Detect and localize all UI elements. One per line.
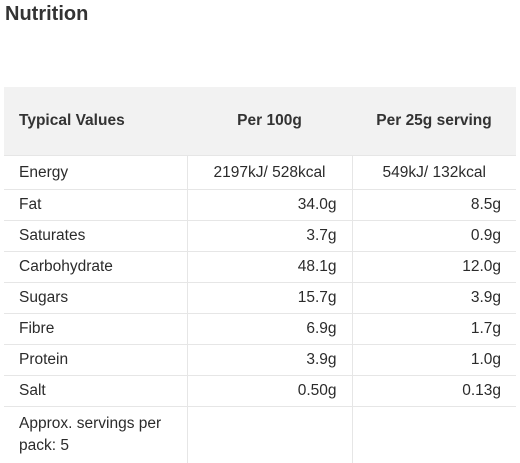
- per-serving-value: 549kJ/ 132kcal: [352, 156, 516, 190]
- per-serving-value: 0.13g: [352, 376, 516, 407]
- table-row: Carbohydrate 48.1g 12.0g: [4, 252, 516, 283]
- header-typical-values: Typical Values: [4, 87, 187, 156]
- header-per-serving: Per 25g serving: [352, 87, 516, 156]
- per-100g-value: 6.9g: [187, 314, 352, 345]
- table-row: Salt 0.50g 0.13g: [4, 376, 516, 407]
- per-100g-value: 3.9g: [187, 345, 352, 376]
- nutrition-table: Typical Values Per 100g Per 25g serving …: [4, 87, 516, 463]
- per-serving-value: 8.5g: [352, 190, 516, 221]
- row-label: Fibre: [4, 314, 187, 345]
- table-row: Protein 3.9g 1.0g: [4, 345, 516, 376]
- servings-per-pack: Approx. servings per pack: 5: [4, 407, 187, 463]
- table-row: Saturates 3.7g 0.9g: [4, 221, 516, 252]
- table-row: Energy 2197kJ/ 528kcal 549kJ/ 132kcal: [4, 156, 516, 190]
- per-100g-value: 0.50g: [187, 376, 352, 407]
- per-serving-value: 1.0g: [352, 345, 516, 376]
- header-per-100g: Per 100g: [187, 87, 352, 156]
- per-100g-value: 2197kJ/ 528kcal: [187, 156, 352, 190]
- servings-footer-row: Approx. servings per pack: 5: [4, 407, 516, 463]
- per-100g-value: 15.7g: [187, 283, 352, 314]
- per-serving-value: 1.7g: [352, 314, 516, 345]
- empty-cell: [352, 407, 516, 463]
- row-label: Sugars: [4, 283, 187, 314]
- table-row: Fat 34.0g 8.5g: [4, 190, 516, 221]
- table-header-row: Typical Values Per 100g Per 25g serving: [4, 87, 516, 156]
- table-row: Fibre 6.9g 1.7g: [4, 314, 516, 345]
- row-label: Carbohydrate: [4, 252, 187, 283]
- per-100g-value: 48.1g: [187, 252, 352, 283]
- row-label: Fat: [4, 190, 187, 221]
- per-serving-value: 12.0g: [352, 252, 516, 283]
- per-100g-value: 3.7g: [187, 221, 352, 252]
- row-label: Energy: [4, 156, 187, 190]
- per-serving-value: 3.9g: [352, 283, 516, 314]
- table-row: Sugars 15.7g 3.9g: [4, 283, 516, 314]
- page-title: Nutrition: [5, 2, 88, 26]
- empty-cell: [187, 407, 352, 463]
- per-serving-value: 0.9g: [352, 221, 516, 252]
- per-100g-value: 34.0g: [187, 190, 352, 221]
- row-label: Salt: [4, 376, 187, 407]
- row-label: Protein: [4, 345, 187, 376]
- row-label: Saturates: [4, 221, 187, 252]
